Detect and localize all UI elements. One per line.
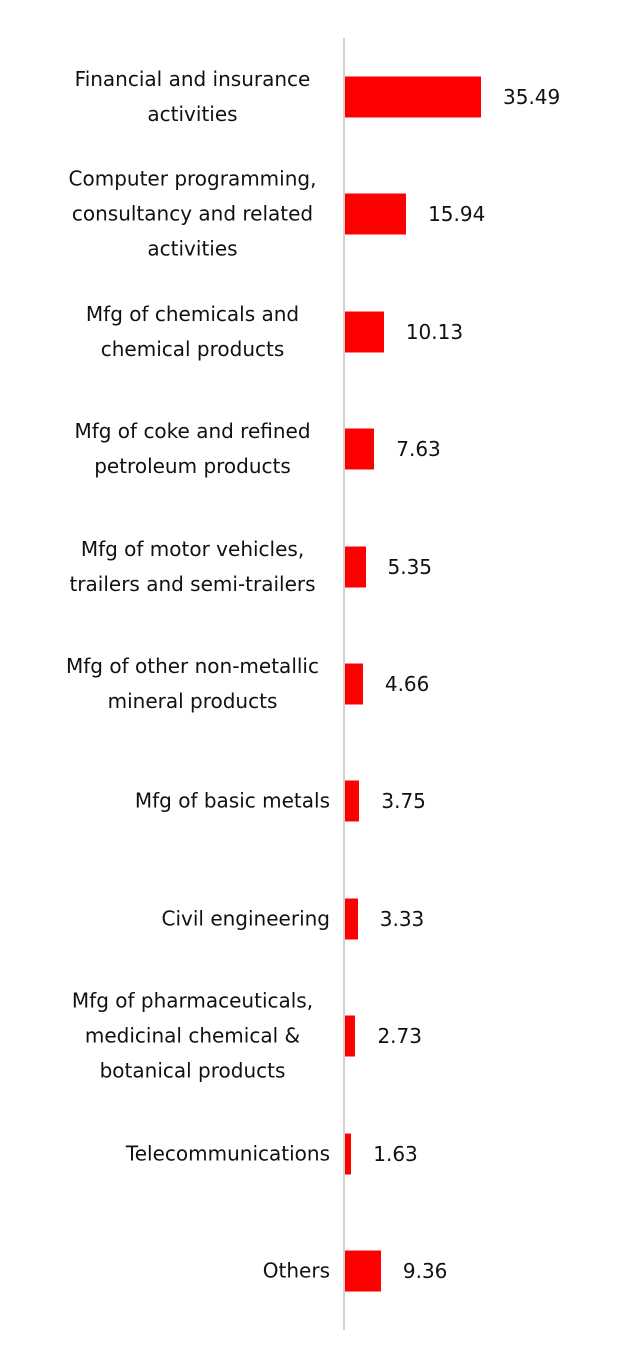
bar	[345, 898, 358, 940]
category-label-box: Others	[40, 1254, 330, 1289]
value-label: 35.49	[503, 85, 561, 109]
category-label: Mfg of other non-metallic mineral produc…	[66, 654, 319, 713]
category-label: Telecommunications	[125, 1141, 330, 1166]
category-label-box: Mfg of pharmaceuticals, medicinal chemic…	[40, 984, 330, 1089]
category-label-box: Mfg of basic metals	[40, 784, 330, 819]
value-label: 4.66	[384, 672, 430, 696]
bar	[345, 311, 384, 353]
category-label: Mfg of basic metals	[134, 788, 330, 813]
bar	[345, 193, 407, 235]
bar	[345, 76, 481, 118]
value-label: 1.63	[373, 1141, 418, 1166]
category-label-box: Mfg of other non-metallic mineral produc…	[40, 649, 330, 719]
category-label-box: Mfg of chemicals and chemical products	[40, 297, 330, 367]
category-label: Mfg of motor vehicles, trailers and semi…	[69, 536, 316, 596]
value-label: 3.33	[379, 906, 425, 931]
category-label-box: Civil engineering	[40, 901, 331, 936]
category-label-box: Mfg of motor vehicles, trailers and semi…	[40, 532, 330, 602]
category-label-box: Mfg of coke and refined petroleum produc…	[40, 414, 330, 484]
category-label: Mfg of pharmaceuticals, medicinal chemic…	[71, 988, 314, 1083]
category-label: Mfg of chemicals and chemical products	[85, 301, 300, 361]
value-label: 3.75	[381, 789, 426, 814]
category-label-box: Financial and insurance activities	[40, 62, 330, 132]
category-label: Others	[262, 1258, 330, 1283]
value-label: 2.73	[377, 1024, 422, 1049]
bar	[345, 428, 375, 470]
category-label-box: Computer programming, consultancy and re…	[40, 162, 330, 267]
bar	[345, 1133, 352, 1175]
value-label: 10.13	[405, 319, 464, 344]
bar	[345, 1250, 381, 1292]
bar	[345, 780, 360, 822]
bar	[345, 663, 363, 705]
category-label: Civil engineering	[161, 906, 331, 931]
category-label: Computer programming, consultancy and re…	[68, 166, 317, 261]
axis-line	[343, 38, 345, 1330]
category-label: Financial and insurance activities	[74, 67, 311, 126]
category-label: Mfg of coke and refined petroleum produc…	[74, 419, 311, 479]
value-label: 15.94	[428, 202, 486, 227]
value-label: 5.35	[387, 554, 433, 579]
category-label-box: Telecommunications	[40, 1136, 330, 1171]
bar	[345, 546, 366, 588]
value-label: 7.63	[396, 437, 441, 462]
value-label: 9.36	[402, 1259, 448, 1283]
bar	[345, 1015, 356, 1057]
